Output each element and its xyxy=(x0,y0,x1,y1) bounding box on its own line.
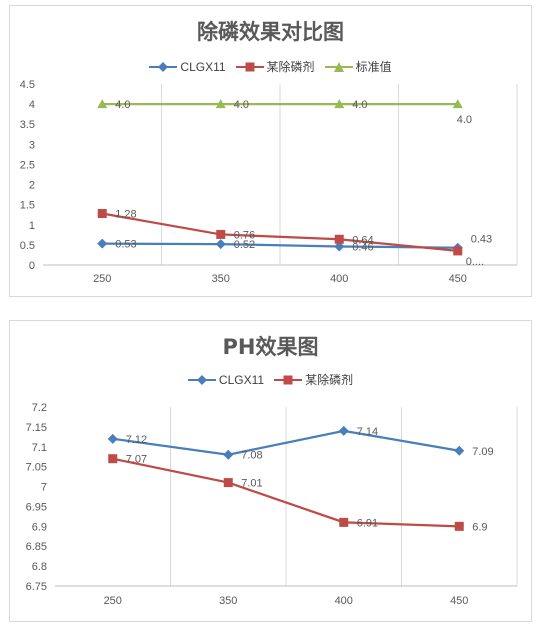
data-point-marker xyxy=(223,478,233,488)
data-label: 0.53 xyxy=(115,239,136,251)
data-label: 7.07 xyxy=(126,454,147,466)
data-label: 7.14 xyxy=(357,426,378,438)
data-point-marker xyxy=(215,99,226,109)
y-tick-label: 4 xyxy=(29,99,35,111)
data-label: 4.0 xyxy=(234,99,249,111)
data-label: 6.9 xyxy=(472,521,487,533)
legend-label: 某除磷剂 xyxy=(266,60,315,74)
legend-item-competitor: 某除磷剂 xyxy=(235,58,315,75)
y-tick-label: 7.1 xyxy=(32,442,47,454)
legend-label: CLGX11 xyxy=(180,59,226,74)
x-tick-label: 450 xyxy=(449,273,467,285)
y-tick-label: 0 xyxy=(29,260,35,272)
data-label: 0.52 xyxy=(234,239,255,251)
data-point-marker xyxy=(339,517,349,527)
y-tick-label: 4.5 xyxy=(20,79,35,91)
series-line xyxy=(102,212,458,253)
y-tick-label: 7.2 xyxy=(32,402,47,414)
chart-legend: CLGX11 某除磷剂 标准值 xyxy=(10,58,531,75)
series-line xyxy=(112,429,460,456)
data-label: 0.43 xyxy=(471,234,492,246)
data-point-marker xyxy=(334,99,345,109)
data-point-marker xyxy=(215,239,226,250)
chart-legend: CLGX11 某除磷剂 xyxy=(10,371,531,388)
y-tick-label: 6.9 xyxy=(32,521,47,533)
y-tick-label: 6.85 xyxy=(26,541,47,553)
legend-item-clgx11: CLGX11 xyxy=(187,371,265,388)
data-point-marker xyxy=(452,99,463,109)
data-point-marker xyxy=(223,449,234,460)
legend-label: 某除磷剂 xyxy=(305,373,354,387)
data-point-marker xyxy=(338,425,349,436)
data-label: 0.64 xyxy=(352,234,373,246)
series-line xyxy=(102,242,458,249)
y-tick-label: 1 xyxy=(29,220,35,232)
series-line xyxy=(112,457,460,528)
y-tick-label: 3 xyxy=(29,139,35,151)
data-label: 4.0 xyxy=(352,99,367,111)
legend-diamond-icon xyxy=(187,374,216,385)
y-tick-label: 6.95 xyxy=(26,501,47,513)
legend-item-competitor: 某除磷剂 xyxy=(274,371,353,388)
data-label: 1.28 xyxy=(115,209,136,221)
data-point-marker xyxy=(216,229,226,239)
x-tick-label: 400 xyxy=(330,273,348,285)
data-point-marker xyxy=(97,99,108,109)
legend-item-standard: 标准值 xyxy=(324,58,392,75)
legend-label: CLGX11 xyxy=(218,372,265,387)
data-point-marker xyxy=(334,241,345,252)
data-label: 7.12 xyxy=(126,434,147,446)
chart-title: 除磷效果对比图 xyxy=(197,20,344,44)
data-label: 0.... xyxy=(466,256,484,268)
legend-diamond-icon xyxy=(149,61,178,72)
y-tick-label: 0.5 xyxy=(20,240,35,252)
data-label: 7.08 xyxy=(241,450,262,462)
x-tick-label: 350 xyxy=(219,595,237,607)
data-label: 7.01 xyxy=(241,478,262,490)
legend-square-icon xyxy=(274,375,303,384)
y-tick-label: 2 xyxy=(29,180,35,192)
legend-item-clgx11: CLGX11 xyxy=(149,58,226,75)
data-label: 4.0 xyxy=(115,99,130,111)
y-tick-label: 6.8 xyxy=(32,561,47,573)
y-tick-label: 1.5 xyxy=(20,200,35,212)
data-label: 6.91 xyxy=(357,517,378,529)
x-tick-label: 400 xyxy=(335,595,353,607)
chart-title: PH效果图 xyxy=(222,335,319,359)
x-tick-label: 450 xyxy=(450,595,468,607)
x-tick-label: 250 xyxy=(104,595,122,607)
data-point-marker xyxy=(108,454,118,464)
data-label: 7.09 xyxy=(472,446,493,458)
data-point-marker xyxy=(97,209,107,219)
ph-chart-panel: PH效果图 CLGX11 某除磷剂 6.75 6.8 6.85 6.9 6.95 7 7.0… xyxy=(9,320,532,622)
y-tick-label: 7 xyxy=(41,482,47,494)
legend-square-icon xyxy=(235,62,264,71)
data-point-marker xyxy=(334,234,344,244)
y-tick-label: 6.75 xyxy=(26,581,47,593)
data-label: 0.76 xyxy=(234,229,255,241)
data-label: 4.0 xyxy=(457,114,472,126)
phosphorus-line-chart: 0 0.5 1 1.5 2 2.5 3 3.5 4 4.5 250 350 400 450 0.53 0.52… xyxy=(20,79,518,285)
data-point-marker xyxy=(454,521,464,531)
ph-line-chart: 6.75 6.8 6.85 6.9 6.95 7 7.05 7.1 7.15 7.2 250 350 4… xyxy=(26,402,518,607)
y-tick-label: 7.15 xyxy=(26,422,47,434)
data-point-marker xyxy=(107,433,118,444)
data-point-marker xyxy=(97,238,108,249)
y-tick-label: 2.5 xyxy=(20,159,35,171)
data-point-marker xyxy=(453,246,463,256)
legend-triangle-icon xyxy=(324,61,353,72)
y-tick-label: 3.5 xyxy=(20,119,35,131)
y-tick-label: 7.05 xyxy=(26,462,47,474)
x-tick-label: 350 xyxy=(212,273,230,285)
legend-label: 标准值 xyxy=(355,60,392,74)
phosphorus-chart-panel: 除磷效果对比图 CLGX11 某除磷剂 标准值 0 0.5 1 1.5 2 2.5 3 3.5… xyxy=(9,5,532,297)
x-tick-label: 250 xyxy=(93,273,111,285)
data-point-marker xyxy=(454,445,465,456)
data-label: 0.46 xyxy=(352,241,373,253)
